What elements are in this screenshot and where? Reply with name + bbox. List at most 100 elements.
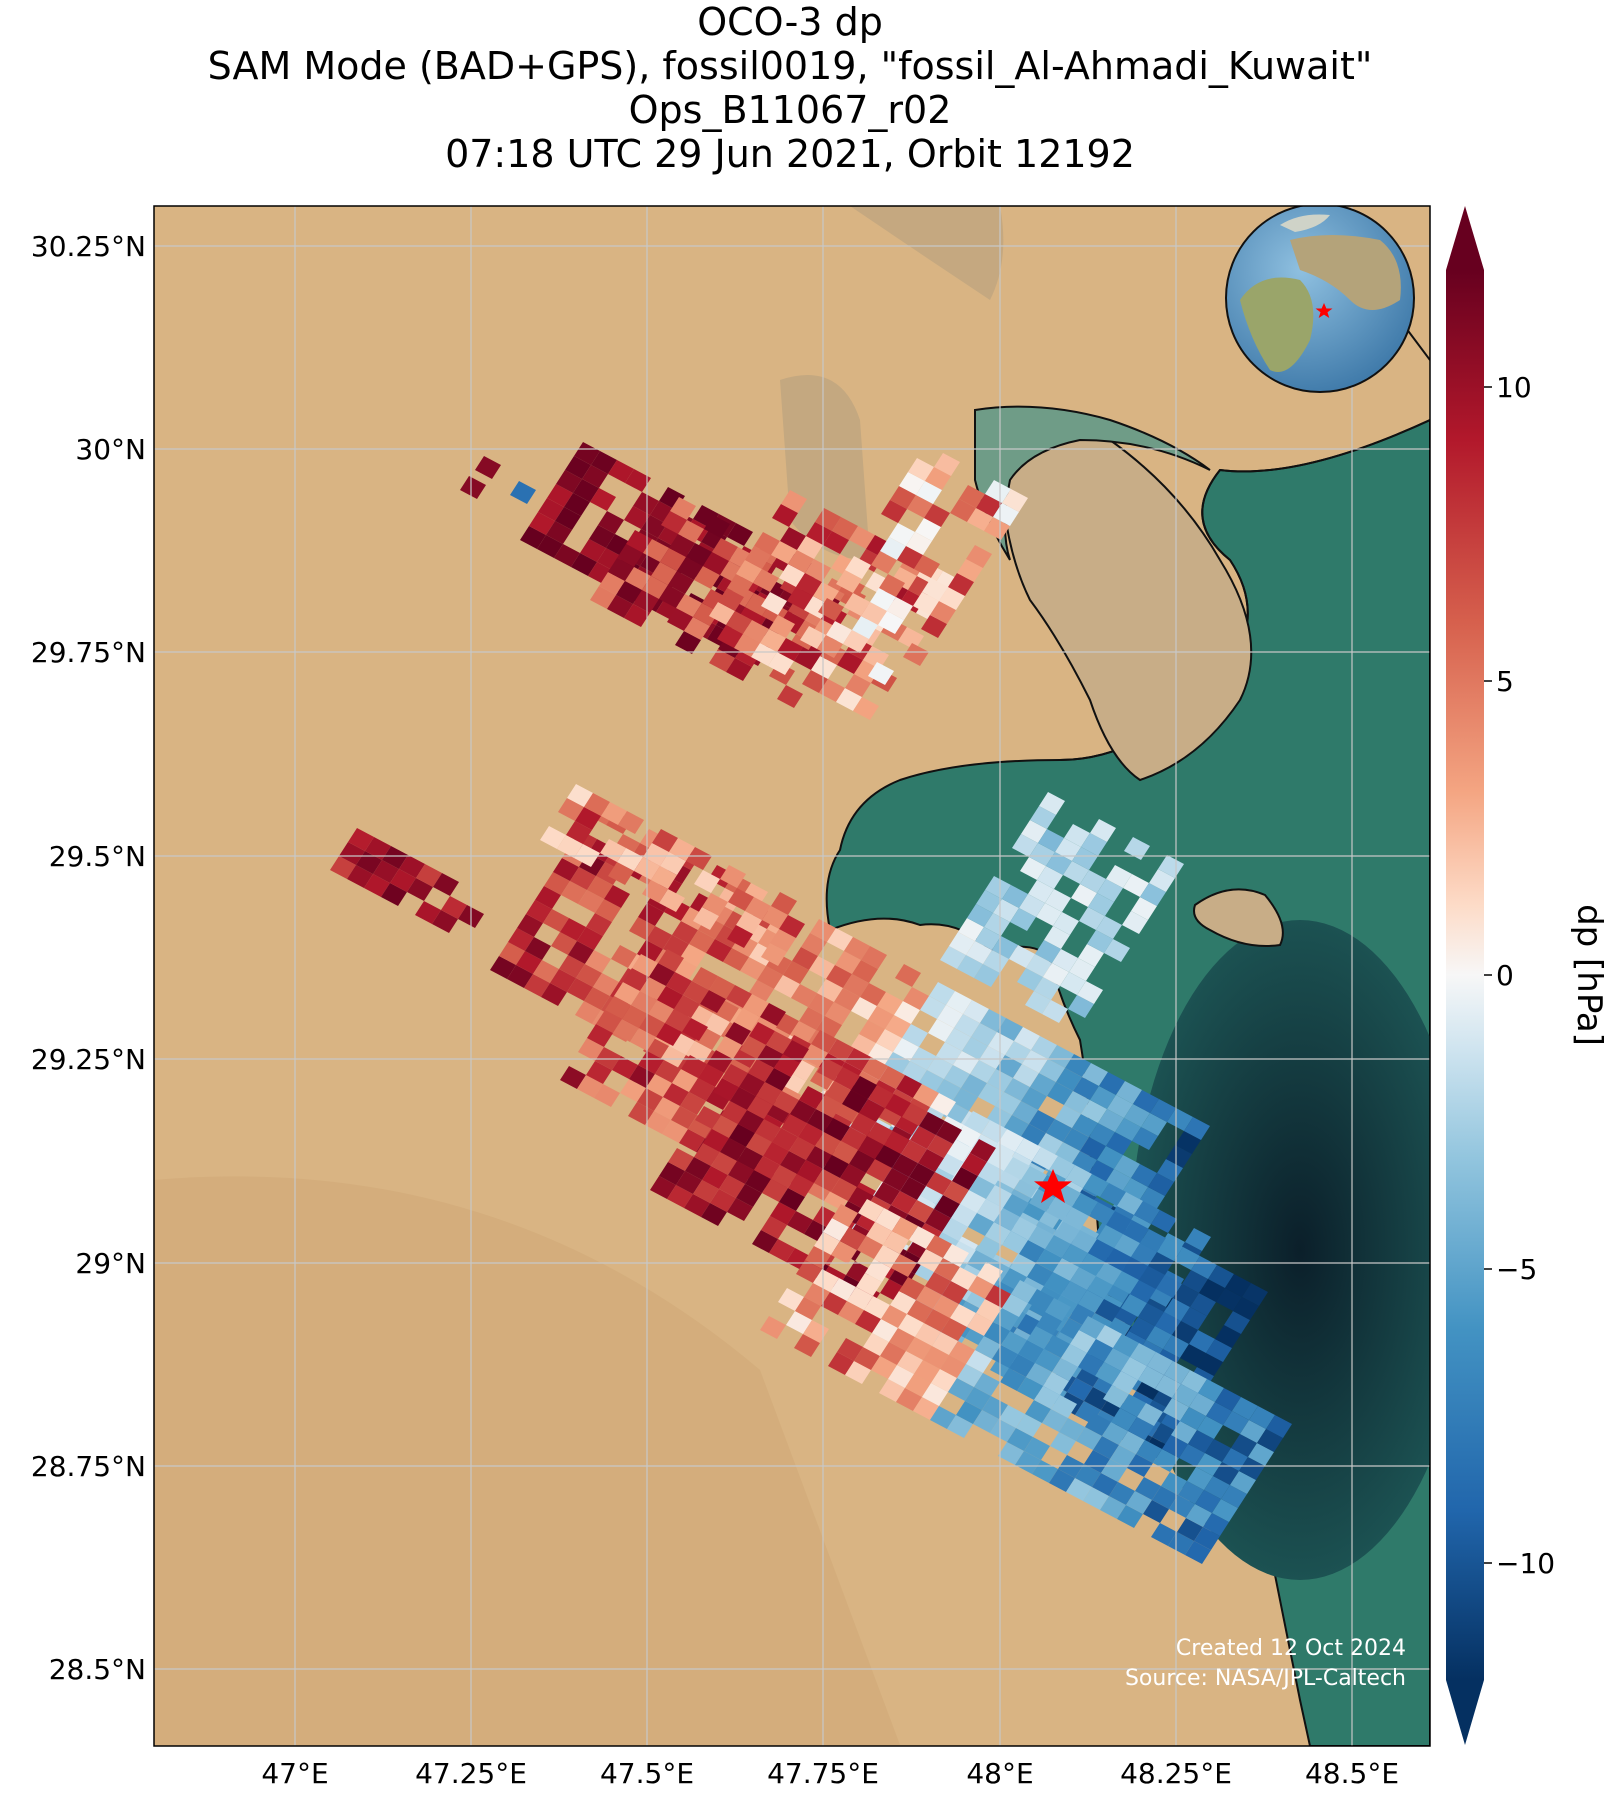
footprint-cell	[1084, 1450, 1110, 1473]
footprint-cell	[868, 1085, 894, 1108]
footprint-cell	[909, 1163, 935, 1186]
footprint-cell	[701, 1203, 727, 1226]
footprint-cell	[906, 532, 932, 555]
footprint-cell	[974, 964, 1000, 987]
footprint-cell	[988, 1032, 1014, 1055]
footprint-cell	[551, 932, 577, 955]
footprint-cell	[716, 1036, 742, 1059]
footprint-cell	[747, 1096, 773, 1119]
footprint-cell	[832, 1141, 858, 1164]
footprint-cell	[657, 986, 683, 1009]
footprint-cell	[1063, 1207, 1089, 1230]
footprint-cell	[995, 1092, 1021, 1115]
footprint-cell	[726, 611, 752, 634]
footprint-cell	[567, 978, 593, 1001]
map-title: OCO-3 dp SAM Mode (BAD+GPS), fossil0019,…	[0, 0, 1580, 176]
footprint-cell	[694, 566, 720, 589]
footprint-cell	[958, 918, 984, 941]
footprint-cell	[786, 1311, 812, 1334]
footprint-cell	[942, 1281, 968, 1304]
footprint-cell	[1046, 1198, 1072, 1221]
footprint-cell	[1151, 1210, 1177, 1233]
footprint-cell	[1034, 977, 1060, 1000]
footprint-cell	[927, 1056, 953, 1079]
footprint-cell	[745, 1170, 771, 1193]
footprint-cell	[857, 1236, 883, 1259]
footprint-cell	[889, 1328, 915, 1351]
footprint-cell	[920, 996, 946, 1019]
footprint-cell	[913, 1397, 939, 1420]
footprint-cell	[1171, 1421, 1197, 1444]
footprint-cell	[1055, 1105, 1081, 1128]
footprint-cell	[838, 1301, 864, 1324]
footprint-cell	[1055, 838, 1081, 861]
footprint-cell	[382, 846, 408, 869]
footprint-cell	[575, 1001, 601, 1024]
footprint-cell	[952, 1088, 978, 1111]
footprint-cell	[1028, 1289, 1054, 1312]
footprint-cell	[1133, 1090, 1159, 1113]
footprint-cell	[968, 1276, 994, 1299]
footprint-cell	[720, 865, 746, 888]
footprint-cell	[1172, 1321, 1198, 1344]
footprint-cell	[1024, 1437, 1050, 1460]
footprint-cell	[1155, 1312, 1181, 1335]
footprint-cell	[985, 1222, 1011, 1245]
footprint-cell	[710, 1189, 736, 1212]
footprint-cell	[1120, 1394, 1146, 1417]
lat-tick-label: 30°N	[75, 433, 146, 466]
footprint-cell	[1003, 1194, 1029, 1217]
footprint-cell	[844, 937, 870, 960]
footprint-cell	[678, 520, 704, 543]
footprint-cell	[1081, 833, 1107, 856]
footprint-cell	[1049, 1156, 1075, 1179]
footprint-cell	[1135, 1477, 1161, 1500]
footprint-cell	[771, 541, 797, 564]
footprint-cell	[970, 1139, 996, 1162]
footprint-cell	[607, 595, 633, 618]
footprint-cell	[630, 1028, 656, 1051]
footprint-cell	[1002, 1231, 1028, 1254]
footprint-cell	[347, 865, 373, 888]
footprint-cell	[787, 1211, 813, 1234]
footprint-cell	[963, 1000, 989, 1023]
footprint-cell	[863, 1333, 889, 1356]
footprint-cell	[718, 588, 744, 611]
colorbar-label: dp [hPa]	[1569, 904, 1609, 1046]
footprint-cell	[985, 876, 1011, 899]
footprint-cell	[709, 602, 735, 625]
footprint-cell	[855, 1310, 881, 1333]
footprint-cell	[685, 1157, 711, 1180]
footprint-cell	[1190, 1293, 1216, 1316]
colorbar: 10 5 0 −5 −10 dp [hPa]	[1446, 206, 1609, 1745]
footprint-cell	[1044, 1272, 1070, 1295]
footprint-cell	[1173, 1284, 1199, 1307]
footprint-cell	[936, 1121, 962, 1144]
footprint-cell	[745, 546, 771, 569]
footprint-cell	[1098, 1109, 1124, 1132]
footprint-cell	[978, 1083, 1004, 1106]
footprint-cell	[802, 670, 828, 693]
footprint-cell	[799, 1086, 825, 1109]
footprint-cell	[1046, 1119, 1072, 1142]
footprint-cell	[951, 1204, 977, 1227]
footprint-cell	[655, 1060, 681, 1083]
footprint-cell	[813, 582, 839, 605]
footprint-cell	[676, 594, 702, 617]
footprint-cell	[1114, 1155, 1140, 1178]
footprint-cell	[1266, 1415, 1292, 1438]
footprint-cell	[677, 557, 703, 580]
footprint-cell	[1189, 1330, 1215, 1353]
footprint-cell	[617, 544, 643, 567]
estuary-channel	[974, 405, 1211, 561]
footprint-cell	[842, 1090, 868, 1113]
footprint-cell	[902, 1024, 928, 1047]
footprint-cell	[1042, 1000, 1068, 1023]
footprint-cell	[834, 1067, 860, 1090]
footprint-cell	[1083, 1487, 1109, 1510]
footprint-cell	[1035, 940, 1061, 963]
footprint-cell	[625, 567, 651, 590]
footprint-cell	[823, 1155, 849, 1178]
footprint-cell	[727, 574, 753, 597]
footprint-cell	[1140, 1229, 1166, 1252]
